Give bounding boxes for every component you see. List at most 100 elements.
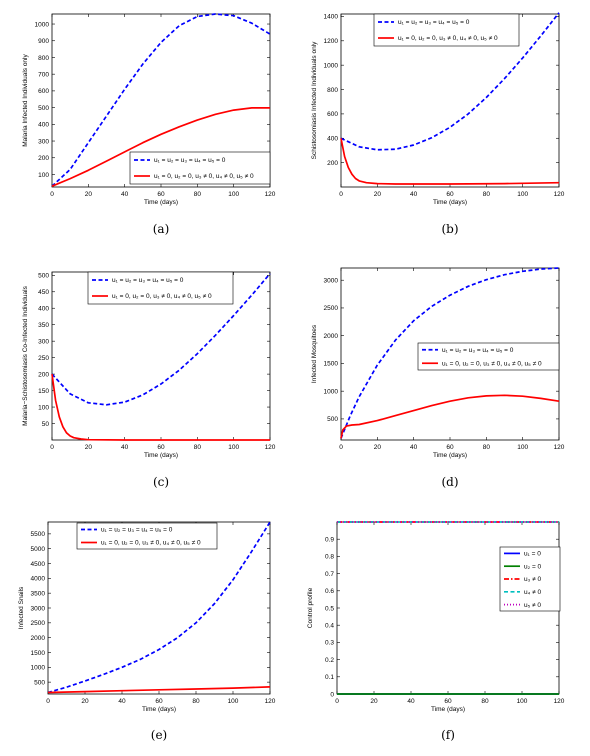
panel-b-ytick-label-4: 1000 — [324, 62, 339, 69]
panel-e-series-2-line — [47, 686, 271, 694]
panel-a: 0 20 40 60 80 100 120 100 200 300 400 500 600 700 800 9… — [22, 13, 276, 236]
panel-a-series-2-line — [51, 107, 270, 187]
panel-a-ytick-label-5: 600 — [38, 88, 49, 95]
panel-c-legend-label-2: u₁ = 0, u₂ = 0, u₃ ≠ 0, u₄ ≠ 0, u₅ ≠ 0 — [112, 293, 212, 300]
panel-e-x-axis-label: Time (days) — [142, 706, 176, 713]
panel-c-xtick-label-6: 120 — [265, 444, 276, 451]
panel-f-ytick-label-2: 0.2 — [325, 657, 334, 664]
panel-f-xtick-label-2: 40 — [407, 698, 415, 705]
panel-f-xtick-label-1: 20 — [370, 698, 378, 705]
panel-e-ytick-label-7: 4000 — [31, 576, 46, 583]
panel-b-xtick-label-1: 20 — [374, 191, 382, 198]
panel-b-series-2-line — [340, 138, 560, 185]
panel-b-xtick-label-3: 60 — [446, 191, 454, 198]
panel-b-ytick-label-1: 400 — [327, 136, 338, 143]
panel-e-xtick-label-3: 60 — [155, 698, 163, 705]
panel-b-ytick-label-2: 600 — [327, 111, 338, 118]
panel-b-ytick-label-3: 800 — [327, 87, 338, 94]
panel-f-ytick-label-4: 0.4 — [325, 623, 334, 630]
panel-b-xtick-label-4: 80 — [483, 191, 491, 198]
panel-d-y-axis-label: Infected Mosquitoes — [311, 324, 318, 383]
panel-b: 0 20 40 60 80 100 120 200 400 600 800 1000 1200 1400 T… — [311, 12, 565, 236]
panel-a-series-1-line — [51, 13, 271, 187]
panel-a-ytick-label-1: 200 — [38, 155, 49, 162]
panel-d: 0 20 40 60 80 100 120 500 1000 1500 2000 2500 3000 Ti… — [311, 267, 565, 489]
panel-f-ytick-label-6: 0.6 — [325, 588, 334, 595]
panel-f-legend-label-3: u₃ ≠ 0 — [524, 576, 541, 583]
panel-e-ytick-label-4: 2500 — [31, 620, 46, 627]
panel-d-legend-box — [417, 342, 560, 371]
panel-f-legend-box — [499, 546, 561, 612]
panel-c-xtick-label-3: 60 — [157, 444, 165, 451]
panel-c-xtick-label-5: 100 — [228, 444, 239, 451]
panel-b-ytick-label-0: 200 — [327, 160, 338, 167]
panel-c-ytick-label-1: 100 — [38, 404, 49, 411]
panel-e-series-1-line — [47, 521, 271, 694]
panel-c-caption: (c) — [153, 475, 169, 489]
panel-d-legend-label-2: u₁ = 0, u₂ = 0, u₃ ≠ 0, u₄ ≠ 0, u₅ ≠ 0 — [442, 360, 542, 367]
panel-d-xtick-label-0: 0 — [339, 444, 343, 451]
panel-a-xtick-label-0: 0 — [50, 191, 54, 198]
panel-f-ytick-label-8: 0.8 — [325, 554, 334, 561]
panel-c-ytick-label-8: 450 — [38, 289, 49, 296]
panel-b-xtick-label-0: 0 — [339, 191, 343, 198]
panel-d-xtick-label-3: 60 — [446, 444, 454, 451]
panel-a-ytick-label-2: 300 — [38, 138, 49, 145]
panel-e-ytick-label-6: 3500 — [31, 590, 46, 597]
panel-f-legend-label-1: u₁ = 0 — [524, 551, 541, 558]
panel-b-y-axis-label: Schistosomiasis Infected Individuals onl… — [311, 41, 318, 160]
panel-c-ytick-label-3: 200 — [38, 371, 49, 378]
panel-c-ytick-label-0: 50 — [42, 421, 50, 428]
panel-d-xtick-label-4: 80 — [483, 444, 491, 451]
panel-f-legend-label-5: u₅ ≠ 0 — [524, 602, 541, 609]
panel-a-ytick-label-9: 1000 — [35, 21, 50, 28]
panel-e-legend-label-1: u₁ = u₂ = u₃ = u₄ = u₅ = 0 — [101, 527, 173, 534]
panel-e-xtick-label-5: 100 — [228, 698, 239, 705]
panel-c-xtick-label-1: 20 — [85, 444, 93, 451]
panel-a-caption: (a) — [153, 222, 170, 236]
panel-e-legend-box — [76, 522, 218, 550]
panel-b-ytick-label-6: 1400 — [324, 14, 339, 21]
panel-e-ytick-label-9: 5000 — [31, 546, 46, 553]
panel-c-xtick-label-4: 80 — [194, 444, 202, 451]
panel-a-xtick-label-3: 60 — [157, 191, 165, 198]
panel-d-legend-label-1: u₁ = u₂ = u₃ = u₄ = u₅ = 0 — [442, 347, 514, 354]
panel-f: 0 20 40 60 80 100 120 0 0.1 0.2 0.3 0.4 0.5 0.6 0.7 0.8… — [307, 521, 565, 742]
panel-c-ytick-label-7: 400 — [38, 306, 49, 313]
panel-c-legend-box — [87, 271, 234, 305]
panel-d-x-axis-label: Time (days) — [433, 452, 467, 459]
panel-d-ytick-label-0: 500 — [327, 416, 338, 423]
panel-e-xtick-label-2: 40 — [118, 698, 126, 705]
panel-e-xtick-label-1: 20 — [81, 698, 89, 705]
panel-e-ytick-label-1: 1000 — [31, 665, 46, 672]
panel-a-ytick-label-8: 900 — [38, 38, 49, 45]
panel-c-ytick-label-4: 250 — [38, 355, 49, 362]
panel-a-xtick-label-1: 20 — [85, 191, 93, 198]
panel-a-ytick-label-0: 100 — [38, 172, 49, 179]
panel-a-legend-label-1: u₁ = u₂ = u₃ = u₄ = u₅ = 0 — [154, 157, 226, 164]
panel-e-y-axis-label: Infected Snails — [18, 586, 25, 629]
panel-b-xtick-label-6: 120 — [554, 191, 565, 198]
panel-c-series-1-line — [51, 273, 271, 406]
panel-a-ytick-label-6: 700 — [38, 71, 49, 78]
panel-c-legend-label-1: u₁ = u₂ = u₃ = u₄ = u₅ = 0 — [112, 277, 184, 284]
panel-e-ytick-label-2: 1500 — [31, 650, 46, 657]
panel-f-ytick-label-7: 0.7 — [325, 571, 334, 578]
panel-b-x-axis-label: Time (days) — [433, 199, 467, 206]
panel-c-series-2-line — [51, 373, 270, 441]
panel-c: 0 20 40 60 80 100 120 50 100 150 200 250 300 350 400 45… — [22, 271, 276, 489]
panel-c-xtick-label-0: 0 — [50, 444, 54, 451]
panel-a-xtick-label-2: 40 — [121, 191, 129, 198]
panel-e-xtick-label-4: 80 — [192, 698, 200, 705]
panel-c-ytick-label-2: 150 — [38, 388, 49, 395]
panel-f-legend-label-4: u₄ ≠ 0 — [524, 589, 541, 596]
panel-a-ytick-label-7: 800 — [38, 55, 49, 62]
panel-e: 0 20 40 60 80 100 120 500 1000 1500 2000 2500 3000 35… — [18, 521, 276, 742]
panel-a-legend-label-2: u₁ = 0, u₂ = 0, u₃ ≠ 0, u₄ ≠ 0, u₅ ≠ 0 — [154, 173, 254, 180]
panel-b-legend-label-2: u₁ = 0, u₂ = 0, u₃ ≠ 0, u₄ ≠ 0, u₅ ≠ 0 — [398, 35, 498, 42]
panel-a-xtick-label-5: 100 — [228, 191, 239, 198]
panel-e-ytick-label-10: 5500 — [31, 531, 46, 538]
panel-f-legend-label-2: u₂ = 0 — [524, 563, 542, 570]
panel-c-y-axis-label: Malaria−Schistosomiasis Co-Infected Indi… — [22, 285, 29, 425]
